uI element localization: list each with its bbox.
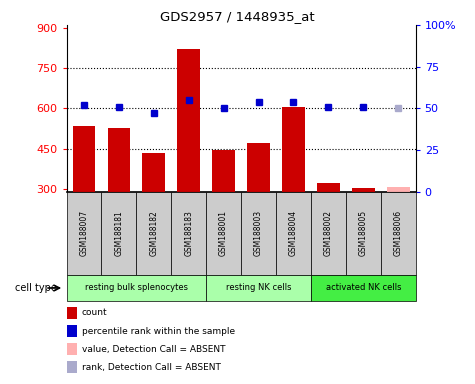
Text: resting bulk splenocytes: resting bulk splenocytes (85, 283, 188, 293)
Text: GDS2957 / 1448935_at: GDS2957 / 1448935_at (160, 10, 315, 23)
Text: percentile rank within the sample: percentile rank within the sample (82, 326, 235, 336)
Text: count: count (82, 308, 107, 318)
Bar (212, 150, 235, 192)
Text: resting NK cells: resting NK cells (226, 283, 291, 293)
Bar (142, 153, 165, 192)
Bar (352, 188, 375, 192)
Text: GSM188182: GSM188182 (149, 210, 158, 256)
Bar (247, 143, 270, 192)
Bar (107, 128, 130, 192)
Text: GSM188001: GSM188001 (219, 210, 228, 256)
Text: GSM188007: GSM188007 (79, 210, 88, 257)
Text: GSM188003: GSM188003 (254, 210, 263, 257)
Bar (387, 187, 409, 192)
Bar (282, 107, 305, 192)
Text: activated NK cells: activated NK cells (325, 283, 401, 293)
Text: GSM188005: GSM188005 (359, 210, 368, 257)
Text: GSM188183: GSM188183 (184, 210, 193, 256)
Text: GSM188006: GSM188006 (394, 210, 403, 257)
Text: cell type: cell type (15, 283, 57, 293)
Text: GSM188004: GSM188004 (289, 210, 298, 257)
Bar (73, 126, 95, 192)
Bar (177, 49, 200, 192)
Text: value, Detection Call = ABSENT: value, Detection Call = ABSENT (82, 344, 225, 354)
Bar (317, 182, 340, 192)
Text: GSM188181: GSM188181 (114, 210, 124, 256)
Text: rank, Detection Call = ABSENT: rank, Detection Call = ABSENT (82, 362, 220, 372)
Text: GSM188002: GSM188002 (324, 210, 333, 256)
